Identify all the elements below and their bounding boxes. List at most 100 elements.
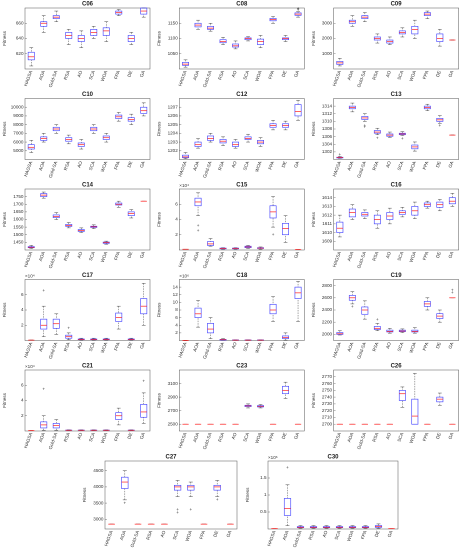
- y-tick-label: 2600: [322, 295, 333, 300]
- x-tick-label: SCA: [397, 69, 405, 80]
- x-tick-label: FPA: [267, 431, 275, 442]
- y-tick-label: 10: [173, 300, 179, 305]
- y-tick-label: 2760: [322, 381, 333, 386]
- y-tick-label: 1207: [168, 104, 179, 109]
- outlier: +: [401, 136, 404, 141]
- y-tick-label: 2000: [322, 36, 333, 41]
- plot-frame: [333, 369, 459, 432]
- y-axis-label: Fitness: [157, 121, 162, 137]
- x-tick-label: DE: [126, 161, 133, 169]
- x-tick-label: HAGSA: [103, 529, 114, 547]
- y-axis-label: Fitness: [157, 392, 162, 408]
- x-tick-label: GA: [447, 69, 454, 78]
- y-tick-label: 4000: [93, 484, 104, 489]
- y-exponent: ×10⁶: [179, 274, 189, 279]
- y-axis-label: Fitness: [311, 211, 316, 227]
- y-axis-label: Fitness: [2, 302, 7, 318]
- outlier: +: [439, 123, 442, 128]
- x-tick-label: DE: [435, 251, 442, 259]
- y-tick-label: 660: [16, 20, 24, 25]
- outlier: +: [451, 290, 454, 295]
- box: [27, 144, 35, 150]
- x-tick-label: WOA: [408, 431, 417, 444]
- x-tick-label: GA: [139, 69, 146, 78]
- outlier: +: [376, 135, 379, 140]
- x-tick-label: HAGSA: [177, 341, 188, 359]
- box: [140, 106, 148, 114]
- y-tick-label: 1: [264, 492, 267, 497]
- y-tick-label: 1202: [168, 148, 179, 153]
- y-tick-label: 1613: [322, 204, 333, 209]
- x-tick-label: AOA: [346, 250, 354, 262]
- y-tick-label: 1.5: [260, 475, 267, 480]
- plot-frame: [24, 98, 151, 160]
- panel-title: C27: [165, 455, 177, 461]
- box: [294, 104, 302, 117]
- panel-title: C10: [82, 92, 94, 98]
- y-tick-label: 9000: [13, 113, 24, 118]
- x-tick-label: WOA: [100, 250, 109, 263]
- box: [40, 21, 48, 27]
- x-tick-label: DE: [281, 432, 288, 440]
- y-tick-label: 8: [175, 307, 178, 312]
- x-tick-label: WOA: [100, 69, 109, 82]
- y-exponent: ×10⁴: [25, 274, 35, 279]
- x-tick-label: AO: [76, 341, 83, 349]
- y-axis-label: Fitness: [2, 121, 7, 137]
- y-exponent: ×10⁶: [268, 455, 278, 460]
- x-tick-label: AO: [385, 341, 392, 349]
- x-tick-label: AO: [385, 432, 392, 440]
- x-tick-label: WOA: [184, 529, 193, 542]
- x-tick-label: SCA: [242, 341, 250, 352]
- plot-frame: [333, 188, 459, 251]
- y-tick-label: 1700: [13, 201, 24, 206]
- x-tick-label: WOA: [100, 160, 109, 173]
- y-tick-label: 2750: [322, 388, 333, 393]
- box: [207, 135, 214, 141]
- y-tick-label: 4: [175, 322, 178, 327]
- y-tick-label: 6: [175, 201, 178, 206]
- y-tick-label: 4: [21, 398, 24, 403]
- outlier: +: [451, 288, 454, 293]
- x-tick-label: RSA: [372, 431, 380, 442]
- y-tick-label: 1550: [13, 224, 24, 229]
- y-tick-label: 2700: [168, 408, 179, 413]
- x-tick-label: RSA: [372, 341, 380, 352]
- x-tick-label: SCA: [397, 250, 405, 261]
- y-tick-label: 1750: [13, 194, 24, 199]
- box: [336, 221, 344, 233]
- x-tick-label: AO: [76, 432, 83, 440]
- y-axis-label: Fitness: [157, 211, 162, 227]
- y-tick-label: 8000: [13, 122, 24, 127]
- x-tick-label: HAGSA: [23, 431, 34, 449]
- x-tick-label: DE: [126, 432, 133, 440]
- x-tick-label: GA: [139, 431, 146, 440]
- y-tick-label: 2800: [322, 283, 333, 288]
- y-tick-label: 1609: [322, 239, 333, 244]
- x-tick-label: SCA: [88, 160, 96, 171]
- y-tick-label: 6: [175, 315, 178, 320]
- x-tick-label: RSA: [217, 341, 225, 352]
- x-tick-label: WOA: [254, 250, 263, 263]
- plot-frame: [179, 369, 305, 432]
- y-axis-label: Fitness: [157, 30, 162, 46]
- x-tick-label: FPA: [198, 529, 206, 540]
- x-tick-label: HAGSA: [332, 341, 343, 359]
- x-tick-label: Gold-SA: [48, 431, 59, 450]
- outlier: +: [376, 317, 379, 322]
- y-exponent: ×10⁴: [179, 183, 189, 188]
- outlier: +: [364, 123, 367, 128]
- x-tick-label: RSA: [217, 250, 225, 261]
- y-tick-label: 1205: [168, 122, 179, 127]
- box: [232, 141, 239, 147]
- x-tick-label: WOA: [254, 341, 263, 354]
- outlier: +: [272, 232, 275, 237]
- y-axis-label: Fitness: [311, 121, 316, 137]
- x-tick-label: HAGSA: [332, 250, 343, 268]
- y-tick-label: 6: [21, 382, 24, 387]
- panel-title: C14: [82, 183, 94, 189]
- x-tick-label: FPA: [422, 431, 430, 442]
- x-tick-label: DE: [435, 342, 442, 350]
- box: [361, 306, 369, 315]
- x-tick-label: FPA: [113, 341, 121, 352]
